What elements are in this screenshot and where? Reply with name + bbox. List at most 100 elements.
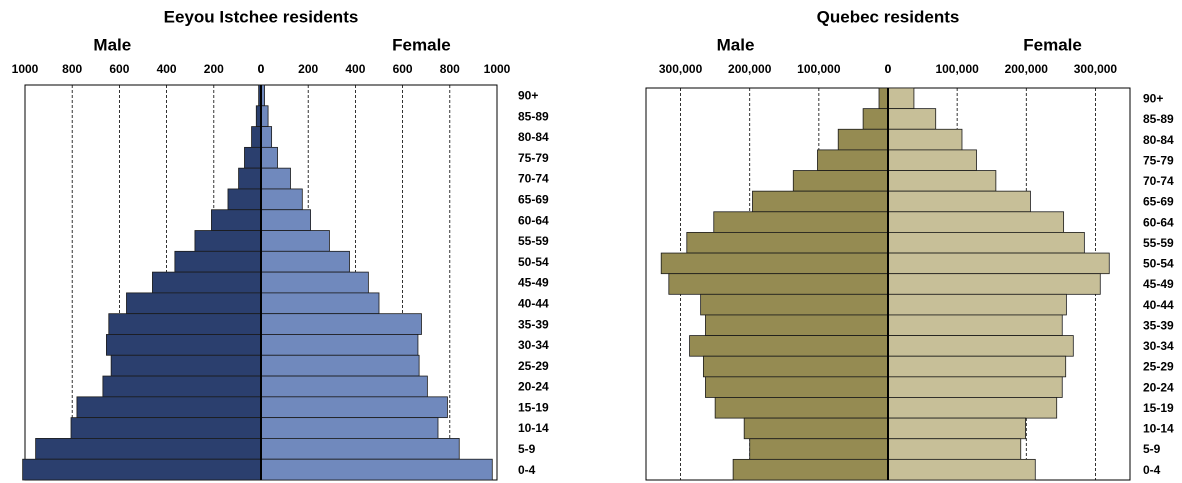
male-bar	[251, 126, 262, 148]
male-bar	[862, 108, 889, 130]
male-bar	[713, 211, 889, 233]
side-label: Female	[392, 35, 451, 54]
female-bar	[887, 335, 1074, 357]
x-tick-label: 200	[298, 62, 318, 76]
female-bar	[887, 149, 977, 171]
male-bar	[732, 458, 889, 481]
female-bar	[260, 105, 269, 127]
side-label: Female	[1023, 35, 1082, 54]
male-bar	[238, 167, 262, 190]
female-bar	[887, 108, 937, 130]
category-label: 75-79	[1143, 153, 1174, 167]
male-bar	[792, 170, 889, 192]
x-tick-label: 600	[109, 62, 129, 76]
male-bar	[686, 232, 889, 254]
male-bar	[102, 375, 262, 398]
category-label: 55-59	[1143, 236, 1174, 250]
male-bar	[106, 334, 262, 356]
female-bar	[260, 126, 273, 148]
category-label: 30-34	[518, 338, 549, 352]
category-label: 40-44	[1143, 298, 1174, 312]
female-bar	[887, 87, 915, 110]
male-bar	[35, 438, 262, 460]
female-bar	[260, 292, 380, 315]
female-bar	[260, 230, 330, 252]
category-label: 20-24	[1143, 380, 1174, 394]
male-bar	[152, 271, 262, 294]
female-bar	[887, 293, 1067, 316]
male-bar	[126, 292, 262, 315]
category-label: 50-54	[518, 255, 549, 269]
male-bar	[749, 438, 889, 460]
male-bar	[211, 209, 262, 231]
chart-title: Quebec residents	[817, 7, 960, 26]
category-label: 60-64	[518, 213, 549, 227]
male-bar	[689, 335, 889, 357]
male-bar	[752, 190, 889, 213]
female-bar	[887, 458, 1036, 481]
category-label: 35-39	[518, 317, 549, 331]
female-bar	[260, 417, 439, 439]
x-tick-label: 100,000	[797, 62, 841, 76]
male-bar	[668, 273, 889, 295]
female-bar	[260, 209, 311, 231]
female-bar	[887, 211, 1065, 233]
female-bar	[260, 396, 448, 419]
male-bar	[705, 314, 889, 336]
x-tick-label: 0	[258, 62, 265, 76]
x-tick-label: 800	[62, 62, 82, 76]
x-tick-label: 200	[204, 62, 224, 76]
category-label: 75-79	[518, 151, 549, 165]
x-tick-label: 0	[258, 62, 265, 76]
female-bar	[260, 167, 291, 190]
x-tick-label: 800	[440, 62, 460, 76]
male-bar	[705, 376, 889, 398]
x-tick-label: 300,000	[659, 62, 703, 76]
male-bar	[76, 396, 262, 419]
side-label: Male	[93, 35, 131, 54]
category-label: 0-4	[518, 463, 536, 477]
female-bar	[887, 170, 997, 192]
category-label: 85-89	[518, 109, 549, 123]
male-bar	[108, 313, 262, 335]
male-bar	[70, 417, 262, 439]
female-bar	[260, 375, 428, 398]
male-bar	[702, 355, 889, 378]
category-label: 90+	[518, 89, 538, 103]
chart-title: Eeyou Istchee residents	[164, 7, 359, 26]
female-bar	[887, 252, 1110, 275]
female-bar	[260, 438, 460, 460]
x-tick-label: 1000	[12, 62, 39, 76]
female-bar	[260, 250, 350, 273]
x-tick-label: 300,000	[1074, 62, 1118, 76]
category-label: 20-24	[518, 380, 549, 394]
x-tick-label: 200,000	[1005, 62, 1049, 76]
male-bar	[22, 458, 262, 481]
category-label: 50-54	[1143, 257, 1174, 271]
category-label: 80-84	[1143, 133, 1174, 147]
x-tick-label: 1000	[484, 62, 511, 76]
category-label: 25-29	[518, 359, 549, 373]
female-bar	[260, 271, 369, 294]
female-bar	[887, 190, 1031, 213]
female-bar	[260, 188, 303, 211]
category-label: 10-14	[1143, 422, 1174, 436]
category-label: 55-59	[518, 234, 549, 248]
category-label: 15-19	[518, 400, 549, 414]
female-bar	[887, 314, 1063, 336]
x-tick-label: 100,000	[935, 62, 979, 76]
female-bar	[887, 438, 1022, 460]
category-label: 45-49	[518, 276, 549, 290]
female-bar	[260, 458, 493, 481]
category-label: 35-39	[1143, 318, 1174, 332]
x-tick-label: 0	[885, 62, 892, 76]
male-bar	[174, 250, 262, 273]
side-label: Male	[717, 35, 755, 54]
male-bar	[743, 417, 889, 440]
male-bar	[110, 354, 262, 377]
female-bar	[887, 417, 1026, 440]
male-bar	[837, 128, 889, 151]
female-bar	[260, 146, 278, 169]
female-bar	[260, 354, 420, 377]
category-label: 70-74	[518, 172, 549, 186]
